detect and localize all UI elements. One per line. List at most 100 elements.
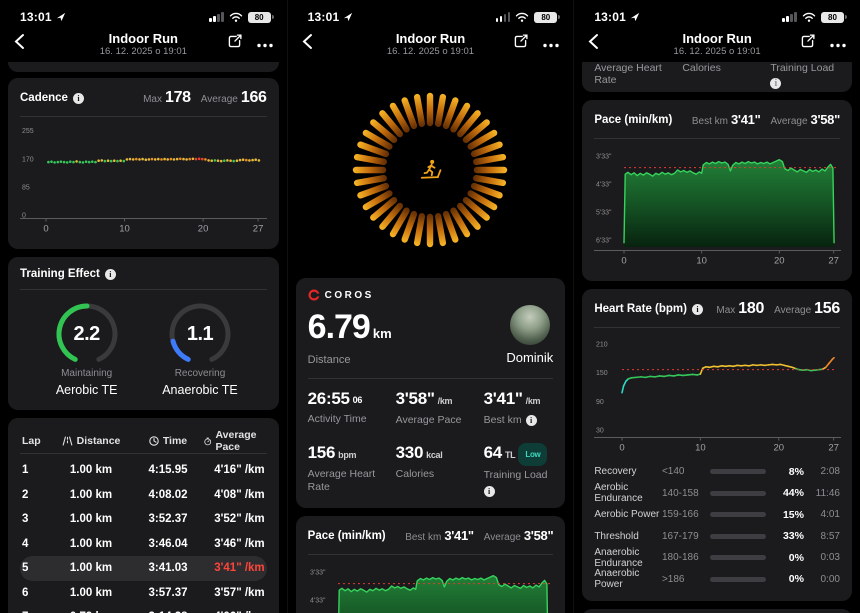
svg-text:30: 30 <box>596 428 604 435</box>
calories-label: Calories <box>682 62 721 74</box>
cadence-title: Cadence <box>20 92 68 104</box>
info-icon[interactable] <box>770 78 782 89</box>
treadmill-runner-icon <box>421 159 442 179</box>
info-icon[interactable] <box>72 92 84 104</box>
back-button[interactable] <box>302 33 324 55</box>
pace-title: Pace (min/km) <box>307 530 386 542</box>
pace-avg-value: 3'58" <box>523 528 554 543</box>
signal-icon <box>209 12 224 22</box>
hr-max-value: 180 <box>738 300 765 317</box>
back-button[interactable] <box>588 33 610 55</box>
time-col-header: Time <box>162 435 188 447</box>
lap-row-6[interactable]: 6 1.00 km 3:57.37 3'57" /km <box>22 586 265 599</box>
svg-text:3'33": 3'33" <box>596 154 612 161</box>
lap-row-1[interactable]: 1 1.00 km 4:15.95 4'16" /km <box>22 464 265 477</box>
summary-stats-grid: 26:55 06 Activity Time 3'58"/km Average Pace… <box>308 389 554 497</box>
pace-avg-value: 3'58" <box>810 112 841 127</box>
svg-text:4'33": 4'33" <box>310 598 326 605</box>
stat-average-pace: 3'58"/km Average Pace <box>395 389 462 426</box>
brand-name: COROS <box>324 289 374 301</box>
more-button[interactable] <box>543 35 560 53</box>
nav-bar: Indoor Run 16. 12. 2025 o 19:01 <box>0 26 287 62</box>
anaerobic-te-label: Anaerobic TE <box>162 383 238 397</box>
lap-row-7[interactable]: 70.79 km3:14.284'06" /km <box>20 605 267 613</box>
info-icon[interactable] <box>691 303 703 315</box>
battery-icon: 80 <box>820 11 847 23</box>
stats-card-partial: Average Heart Rate Calories Training Loa… <box>582 62 852 92</box>
lap-rows: 1 1.00 km 4:15.95 4'16" /km 2 1.00 km 4:08.02 4… <box>20 458 267 613</box>
info-icon[interactable] <box>483 486 495 497</box>
phone-screen-left: 13:01 80 Indoor Run 16. 12. 2025 o 19:01 <box>0 0 287 613</box>
svg-text:20: 20 <box>774 256 785 266</box>
pace-card: Pace (min/km) Best km 3'41" Average 3'58" … <box>582 100 852 281</box>
battery-icon: 80 <box>247 11 274 23</box>
lap-table-card: Lap Distance Time Average Pace 1 1.00 km 4… <box>8 418 279 613</box>
pace-title: Pace (min/km) <box>594 114 673 126</box>
best-km-label: Best km <box>405 532 442 543</box>
aerobic-te-label: Aerobic TE <box>55 383 118 397</box>
svg-text:4'33": 4'33" <box>596 182 612 189</box>
phone-screen-middle: 13:01 80 Indoor Run 16. 12. 2025 o 19:01 <box>286 0 574 613</box>
svg-text:27: 27 <box>829 256 840 266</box>
svg-text:6'33": 6'33" <box>596 238 612 245</box>
location-arrow-icon <box>630 12 640 22</box>
signal-icon <box>782 12 797 22</box>
cadence-max-value: 178 <box>164 89 191 106</box>
svg-text:20: 20 <box>198 224 209 234</box>
page-subtitle: 16. 12. 2025 o 19:01 <box>386 45 475 57</box>
info-icon[interactable] <box>525 415 537 426</box>
heart-rate-chart[interactable]: 210 150 90 30 0 10 20 27 <box>594 332 842 454</box>
cadence-avg-value: 166 <box>240 89 267 106</box>
lap-row-4[interactable]: 4 1.00 km 3:46.04 3'46" /km <box>22 537 265 550</box>
zone-row-aerobic-power: Aerobic Power 159-166 15% 4:01 <box>594 508 840 521</box>
pace-best-value: 3'41" <box>444 528 474 543</box>
svg-text:3'33": 3'33" <box>310 570 326 577</box>
avatar[interactable] <box>509 305 550 345</box>
svg-text:20: 20 <box>774 443 785 453</box>
aerobic-te-gauge: 2.2 Maintaining Aerobic TE <box>37 302 137 397</box>
anaerobic-gauge-ring <box>169 303 231 362</box>
distance-value: 6.79 km <box>307 308 392 346</box>
pace-best-value: 3'41" <box>730 112 761 127</box>
avg-hr-label: Average Heart Rate <box>594 62 662 86</box>
max-label: Max <box>143 94 162 105</box>
average-label: Average <box>774 305 812 316</box>
battery-icon: 80 <box>534 11 561 23</box>
share-button[interactable] <box>512 33 529 55</box>
info-icon[interactable] <box>104 268 116 280</box>
lap-row-2[interactable]: 2 1.00 km 4:08.02 4'08" /km <box>22 488 265 501</box>
lap-row-3[interactable]: 3 1.00 km 3:52.37 3'52" /km <box>22 513 265 526</box>
svg-text:27: 27 <box>829 443 840 453</box>
distance-icon <box>62 436 72 446</box>
lap-row-5[interactable]: 5 1.00 km 3:41.03 3'41" /km <box>20 556 267 581</box>
zone-row-aerobic-endurance: Aerobic Endurance 140-158 44% 11:46 <box>594 482 840 505</box>
average-label: Average <box>483 532 521 543</box>
status-time: 13:01 <box>594 10 627 24</box>
sunburst-icon <box>353 92 508 248</box>
svg-text:90: 90 <box>596 399 604 406</box>
more-button[interactable] <box>830 35 846 53</box>
stat-activity-time: 26:55 06 Activity Time <box>307 389 367 425</box>
zone-row-recovery: Recovery <140 8% 2:08 <box>594 465 840 478</box>
zone-row-threshold: Threshold 167-179 33% 8:57 <box>594 530 840 543</box>
share-button[interactable] <box>226 33 243 55</box>
stat-best-km: 3'41"/km Best km <box>484 389 554 427</box>
page-subtitle: 16. 12. 2025 o 19:01 <box>99 45 187 57</box>
svg-text:150: 150 <box>596 370 608 377</box>
summary-card: COROS 6.79 km Distance Dominik 26:55 06 Act… <box>295 278 566 508</box>
cadence-chart[interactable]: 255 170 85 0 0 10 20 27 <box>20 121 267 235</box>
status-bar: 13:01 80 <box>288 0 574 26</box>
anaerobic-te-gauge: 1.1 Recovering Anaerobic TE <box>150 302 250 397</box>
signal-icon <box>495 12 511 22</box>
max-label: Max <box>716 305 736 316</box>
svg-text:255: 255 <box>22 128 34 135</box>
share-button[interactable] <box>799 33 816 55</box>
more-button[interactable] <box>256 35 273 53</box>
svg-text:0: 0 <box>622 256 627 266</box>
back-button[interactable] <box>14 33 36 55</box>
